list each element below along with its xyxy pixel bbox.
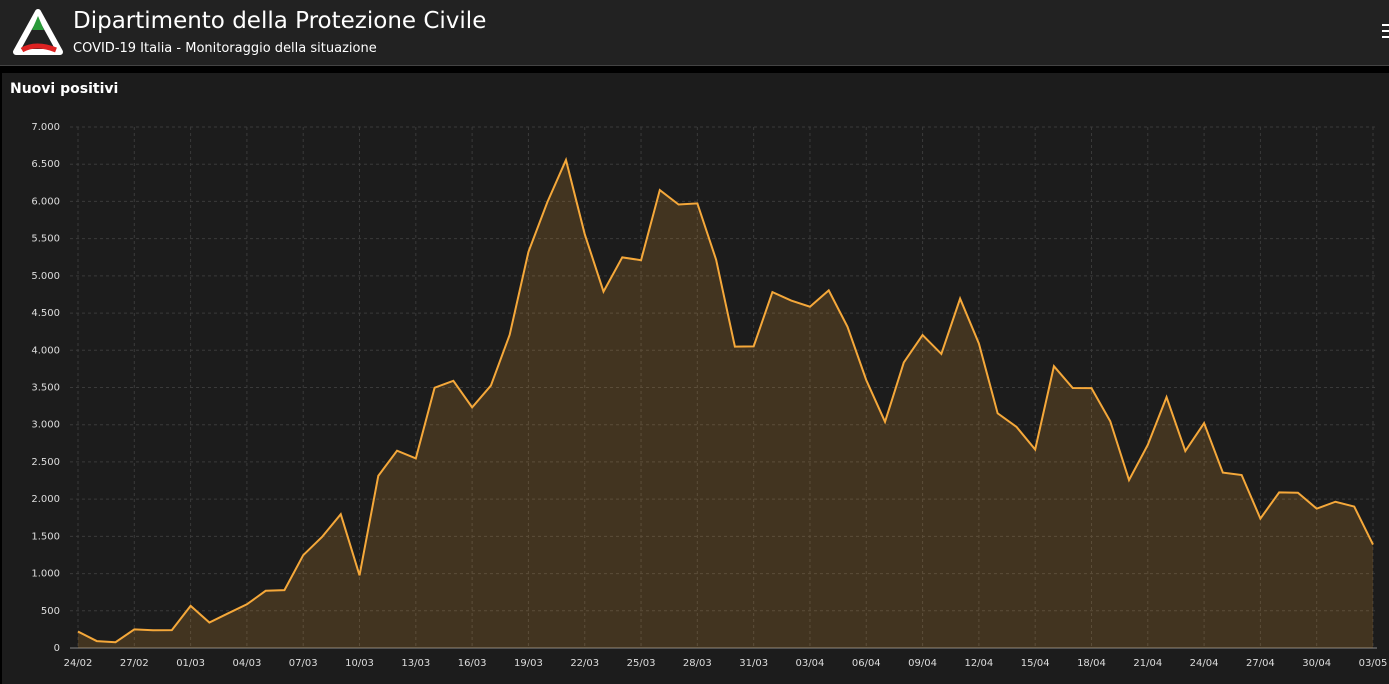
- area: [78, 159, 1373, 648]
- x-tick-label: 24/02: [64, 658, 93, 669]
- y-tick-label: 2.500: [31, 457, 60, 468]
- x-tick-label: 30/04: [1302, 658, 1331, 669]
- chart: 0 500 1.000 1.500 2.000 2.500 3.000 3.500 4.000 4…: [31, 122, 1388, 669]
- y-tick-label: 1.500: [31, 531, 60, 542]
- x-tick-label: 03/05: [1359, 658, 1388, 669]
- y-tick-label: 1.000: [31, 569, 60, 580]
- x-tick-label: 21/04: [1133, 658, 1162, 669]
- x-tick-label: 13/03: [401, 658, 430, 669]
- x-tick-label: 06/04: [852, 658, 881, 669]
- chart-panel: Nuovi positivi 0 500 1.000 1.500 2.000 2.500 3…: [2, 73, 1389, 684]
- y-tick-label: 500: [41, 606, 60, 617]
- logo: [13, 9, 63, 55]
- x-tick-label: 15/04: [1021, 658, 1050, 669]
- x-tick-label: 22/03: [570, 658, 599, 669]
- x-tick-label: 01/03: [176, 658, 205, 669]
- y-tick-label: 0: [54, 643, 60, 654]
- x-tick-label: 31/03: [739, 658, 768, 669]
- y-tick-label: 3.500: [31, 383, 60, 394]
- x-tick-label: 09/04: [908, 658, 937, 669]
- x-tick-label: 12/04: [964, 658, 993, 669]
- line: [77, 156, 1374, 644]
- x-tick-label: 04/03: [232, 658, 261, 669]
- x-tick-label: 25/03: [627, 658, 656, 669]
- y-tick-label: 5.000: [31, 271, 60, 282]
- y-tick-label: 2.000: [31, 494, 60, 505]
- menu-icon[interactable]: [1382, 24, 1389, 40]
- x-tick-label: 03/04: [796, 658, 825, 669]
- header-subtitle: COVID-19 Italia - Monitoraggio della sit…: [73, 41, 377, 56]
- x-tick-label: 18/04: [1077, 658, 1106, 669]
- y-tick-label: 6.000: [31, 196, 60, 207]
- x-tick-label: 16/03: [458, 658, 487, 669]
- x-tick-label: 19/03: [514, 658, 543, 669]
- x-tick-label: 27/02: [120, 658, 149, 669]
- x-tick-label: 28/03: [683, 658, 712, 669]
- y-tick-label: 5.500: [31, 234, 60, 245]
- x-tick-label: 10/03: [345, 658, 374, 669]
- y-tick-label: 7.000: [31, 122, 60, 133]
- y-tick-label: 6.500: [31, 159, 60, 170]
- chart-title: Nuovi positivi: [10, 81, 119, 97]
- x-tick-label: 24/04: [1190, 658, 1219, 669]
- header-title: Dipartimento della Protezione Civile: [73, 8, 487, 34]
- y-tick-label: 3.000: [31, 420, 60, 431]
- y-tick-label: 4.000: [31, 345, 60, 356]
- header: Dipartimento della Protezione Civile COV…: [0, 0, 1389, 66]
- x-tick-label: 07/03: [289, 658, 318, 669]
- x-tick-label: 27/04: [1246, 658, 1275, 669]
- y-tick-label: 4.500: [31, 308, 60, 319]
